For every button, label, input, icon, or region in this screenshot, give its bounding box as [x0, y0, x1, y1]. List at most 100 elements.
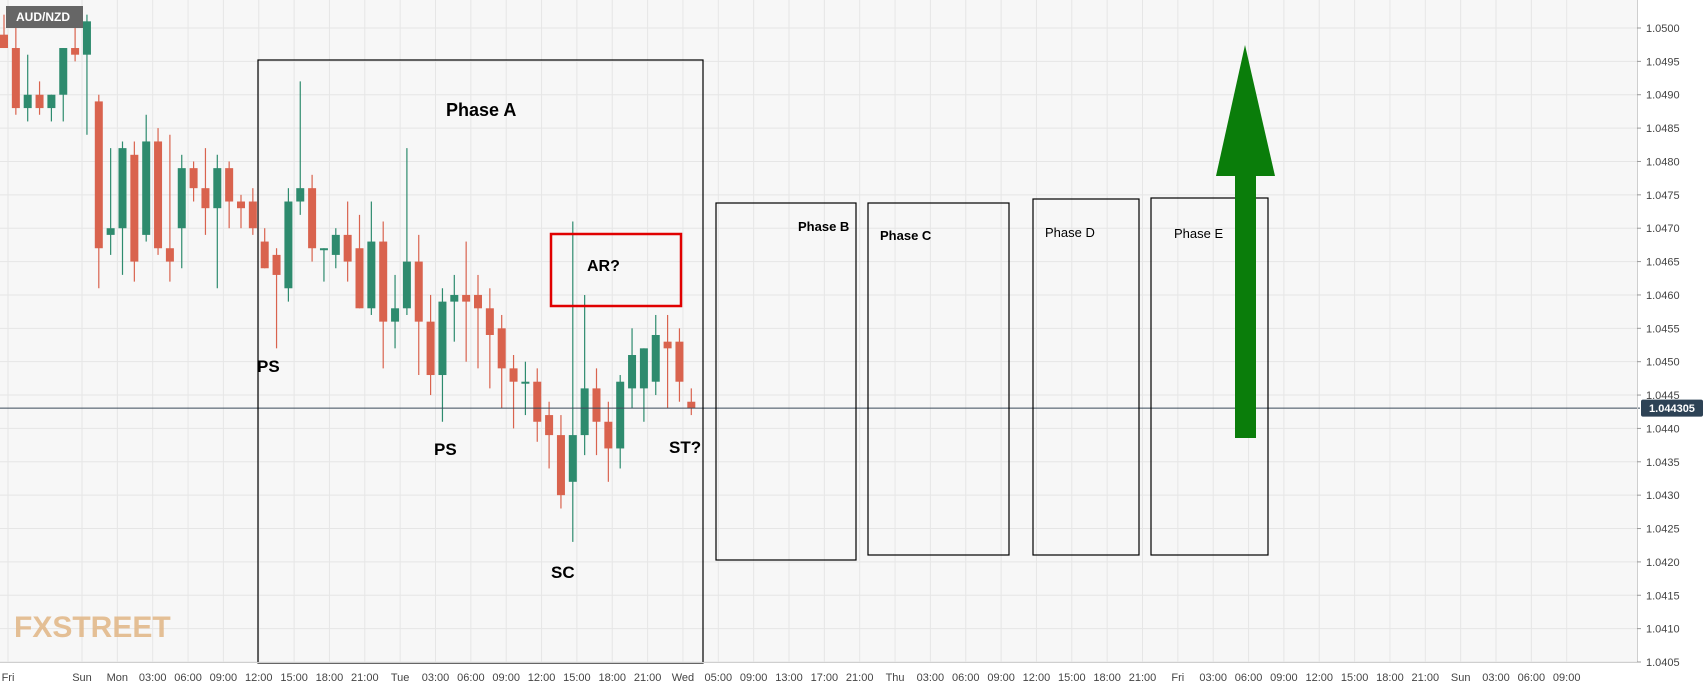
- x-tick-label: 18:00: [316, 672, 344, 684]
- x-tick-label: 09:00: [740, 672, 768, 684]
- candle-body: [0, 34, 8, 49]
- price-tag-background: [1641, 399, 1703, 417]
- candle-body: [675, 341, 684, 382]
- candle-body: [426, 321, 435, 376]
- candle-body: [462, 294, 471, 302]
- x-tick-label: 18:00: [598, 672, 626, 684]
- y-tick-label: 1.0445: [1646, 390, 1680, 402]
- y-tick-label: 1.0430: [1646, 490, 1680, 502]
- st-label: ST?: [669, 438, 701, 457]
- x-tick-label: 03:00: [917, 672, 945, 684]
- x-tick-label: 21:00: [351, 672, 379, 684]
- green-arrow-shaft: [1235, 175, 1256, 438]
- candle-body: [82, 21, 91, 55]
- y-tick-label: 1.0475: [1646, 190, 1680, 202]
- candle-body: [213, 168, 222, 209]
- candle-body: [248, 201, 257, 229]
- watermark: FXSTREET: [14, 611, 171, 644]
- x-tick-label: Wed: [672, 672, 694, 684]
- x-tick-label: 21:00: [1412, 672, 1440, 684]
- candle-body: [568, 435, 577, 482]
- candle-body: [355, 248, 364, 309]
- symbol-tag-background: [6, 6, 83, 28]
- x-axis: Fri Sun Mon 03:00 06:00 09:00 12:00 15:00 18:00 2…: [2, 672, 1581, 684]
- phase-e-label: Phase E: [1174, 226, 1223, 241]
- candle-body: [580, 388, 589, 436]
- candle-body: [130, 154, 139, 262]
- candle-body: [379, 241, 388, 322]
- x-tick-label: 03:00: [1199, 672, 1227, 684]
- ar-label: AR?: [587, 258, 620, 275]
- x-tick-label: 06:00: [952, 672, 980, 684]
- plot-area: [0, 0, 1637, 662]
- ps-label-1: PS: [257, 357, 280, 376]
- candle-body: [639, 348, 648, 389]
- candle-body: [474, 294, 482, 309]
- candle-body: [367, 241, 376, 309]
- x-tick-label: 03:00: [1482, 672, 1510, 684]
- y-tick-label: 1.0450: [1646, 357, 1680, 369]
- x-tick-label: Fri: [2, 672, 15, 684]
- candle-body: [556, 435, 565, 496]
- candle-body: [154, 141, 163, 249]
- y-tick-label: 1.0460: [1646, 290, 1680, 302]
- green-arrow: [1216, 45, 1275, 438]
- candle-body: [391, 308, 400, 322]
- x-tick-label: 09:00: [492, 672, 520, 684]
- x-tick-label: 21:00: [1129, 672, 1157, 684]
- candle-body: [177, 168, 186, 229]
- candle-body: [402, 261, 411, 309]
- x-tick-label: Thu: [886, 672, 905, 684]
- candle-body: [651, 334, 660, 382]
- y-tick-label: 1.0470: [1646, 223, 1680, 235]
- y-tick-label: 1.0440: [1646, 423, 1680, 435]
- x-tick-label: 15:00: [1341, 672, 1369, 684]
- candle-body: [260, 241, 269, 269]
- candle-body: [343, 234, 352, 262]
- y-tick-label: 1.0410: [1646, 624, 1680, 636]
- candle-body: [47, 94, 56, 109]
- x-tick-label: 09:00: [1270, 672, 1298, 684]
- y-tick-label: 1.0500: [1646, 23, 1680, 35]
- price-tag-text: 1.044305: [1649, 403, 1695, 415]
- candle-body: [189, 168, 198, 189]
- phase-d-box: [1032, 198, 1140, 556]
- sc-label: SC: [551, 563, 575, 582]
- candle-body: [11, 48, 20, 109]
- y-tick-label: 1.0420: [1646, 557, 1680, 569]
- candle-body: [450, 294, 459, 302]
- ps-label-2: PS: [434, 440, 457, 459]
- candle-body: [497, 328, 506, 369]
- candle-body: [331, 234, 340, 255]
- candle-body: [687, 401, 696, 409]
- x-tick-label: 15:00: [280, 672, 308, 684]
- x-tick-label: 13:00: [775, 672, 803, 684]
- x-tick-label: 06:00: [1518, 672, 1546, 684]
- x-tick-label: 12:00: [245, 672, 273, 684]
- x-tick-label: Mon: [107, 672, 128, 684]
- candle-body: [71, 48, 80, 55]
- x-tick-label: 09:00: [210, 672, 238, 684]
- candle-body: [663, 341, 672, 349]
- x-tick-label: 21:00: [846, 672, 874, 684]
- phase-c-box: [867, 202, 1010, 556]
- y-tick-label: 1.0405: [1646, 657, 1680, 669]
- candle-body: [225, 168, 234, 202]
- candles: [0, 14, 696, 542]
- candle-body: [165, 248, 174, 262]
- candle-body: [616, 381, 625, 449]
- x-tick-label: 06:00: [1235, 672, 1263, 684]
- candle-body: [201, 188, 210, 209]
- y-tick-label: 1.0495: [1646, 56, 1680, 68]
- candle-body: [545, 415, 554, 436]
- x-tick-label: 21:00: [634, 672, 662, 684]
- candle-body: [94, 101, 103, 249]
- x-tick-label: Sun: [72, 672, 92, 684]
- phase-b-box: [715, 202, 857, 561]
- candle-body: [237, 201, 245, 209]
- candle-body: [106, 228, 115, 235]
- x-tick-label: 09:00: [1553, 672, 1581, 684]
- x-tick-label: 06:00: [174, 672, 202, 684]
- candle-body: [296, 188, 305, 202]
